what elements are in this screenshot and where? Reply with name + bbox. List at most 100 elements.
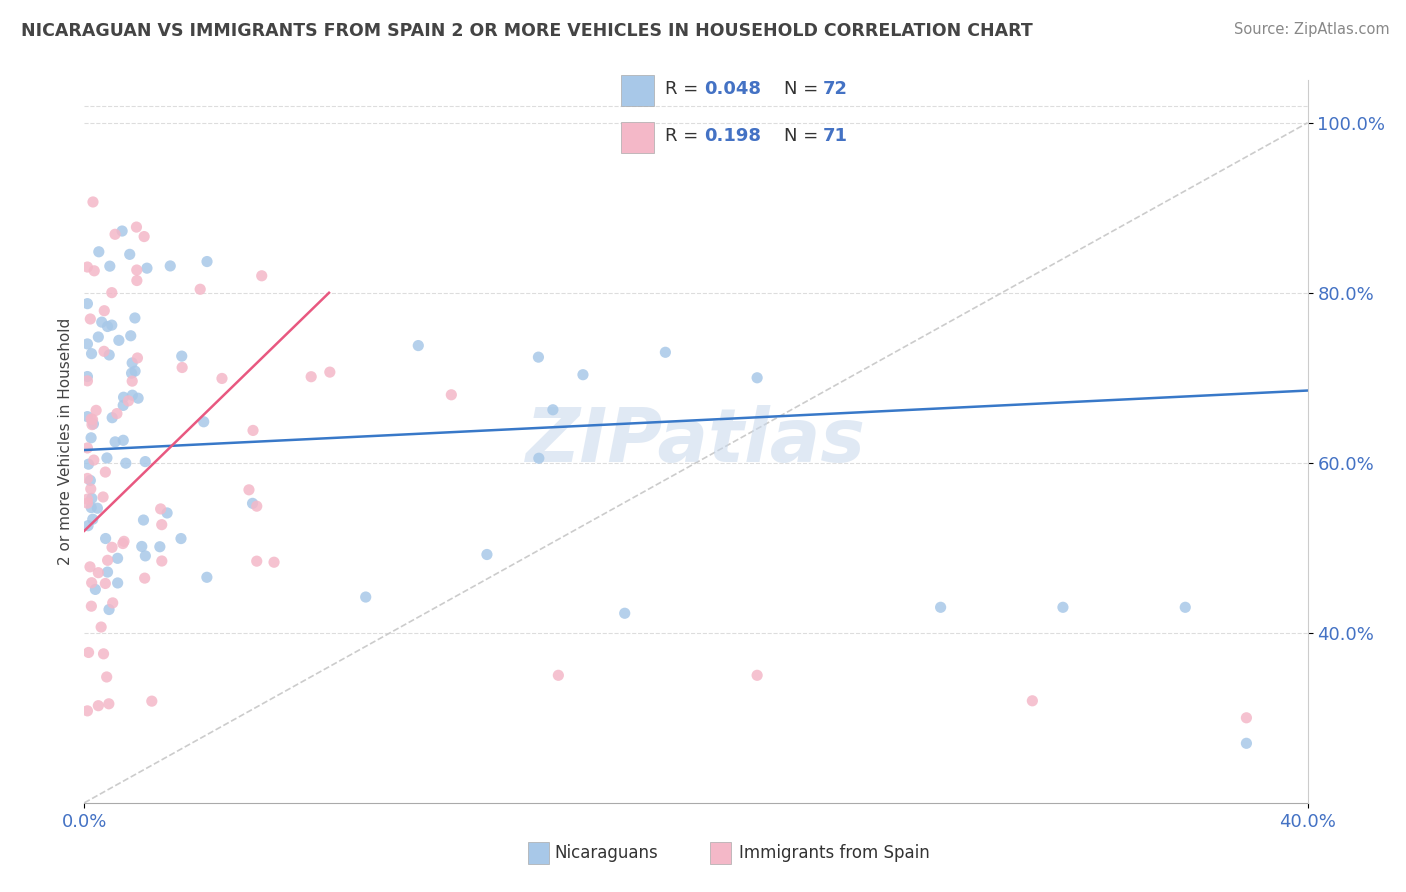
Point (101, 541, 124, 555)
Point (127, 351, 149, 365)
Point (76, 369, 98, 384)
Point (1021, 694, 1043, 708)
Text: R =: R = (665, 128, 697, 145)
Point (104, 434, 127, 449)
Point (541, 402, 564, 417)
Point (96, 565, 118, 579)
Point (1174, 600, 1197, 615)
Point (77, 645, 100, 659)
Point (111, 536, 134, 550)
Point (79, 559, 101, 574)
Point (195, 254, 218, 268)
Point (242, 496, 264, 510)
Point (112, 434, 135, 448)
Bar (620, 122, 654, 153)
Point (613, 607, 636, 621)
Point (527, 451, 550, 466)
Point (170, 349, 193, 363)
Point (76, 409, 98, 424)
Point (97, 553, 120, 567)
Point (104, 227, 127, 242)
Point (93, 647, 115, 661)
Point (121, 356, 143, 370)
Point (98, 259, 121, 273)
Point (112, 534, 135, 549)
Point (121, 366, 143, 380)
Point (118, 247, 141, 261)
Text: 72: 72 (824, 80, 848, 98)
Point (93, 303, 115, 318)
Point (107, 551, 129, 566)
Point (107, 576, 129, 591)
Point (76, 337, 98, 351)
Point (124, 310, 146, 325)
Point (90, 620, 112, 634)
Point (127, 391, 149, 405)
Point (77, 518, 100, 533)
Point (108, 334, 131, 348)
Point (87, 330, 110, 344)
Point (527, 350, 550, 364)
Point (77, 457, 100, 471)
Point (149, 540, 172, 554)
Text: 71: 71 (824, 128, 848, 145)
Point (747, 668, 769, 682)
Bar (710, 842, 731, 863)
Point (91, 490, 114, 504)
Point (80, 482, 103, 496)
Point (97, 697, 120, 711)
Point (134, 454, 156, 468)
Point (76, 704, 98, 718)
Point (112, 390, 135, 404)
Point (172, 360, 194, 375)
Point (150, 517, 173, 532)
Point (80, 346, 103, 360)
Point (195, 570, 218, 584)
Point (80, 431, 103, 445)
Point (1052, 600, 1074, 615)
Point (159, 259, 181, 273)
Point (125, 263, 148, 277)
Point (80, 599, 103, 614)
Point (117, 393, 139, 408)
Text: 0.198: 0.198 (704, 128, 761, 145)
Point (136, 261, 159, 276)
Point (1236, 711, 1258, 725)
Bar (527, 842, 548, 863)
Point (80, 491, 103, 506)
Point (94, 465, 117, 479)
Point (76, 260, 98, 274)
Point (101, 410, 124, 425)
Point (96, 319, 118, 334)
Point (125, 220, 148, 235)
Point (96, 670, 118, 684)
Point (134, 571, 156, 585)
Point (94, 532, 117, 546)
Point (440, 388, 463, 402)
Text: ZIPatlas: ZIPatlas (526, 405, 866, 478)
Point (112, 398, 135, 412)
Point (96, 450, 118, 465)
Point (238, 483, 260, 497)
Point (76, 471, 98, 485)
Point (572, 368, 595, 382)
Point (547, 668, 569, 682)
Point (121, 388, 143, 402)
Point (83, 264, 105, 278)
Point (80, 417, 103, 432)
Point (111, 224, 134, 238)
Point (82, 512, 104, 526)
Point (150, 554, 173, 568)
Point (105, 407, 128, 421)
Point (246, 554, 269, 568)
Point (93, 344, 115, 359)
Point (170, 532, 193, 546)
Text: 0.048: 0.048 (704, 80, 761, 98)
Point (101, 596, 124, 610)
Point (86, 501, 108, 516)
Point (76, 374, 98, 388)
Point (134, 229, 156, 244)
Point (87, 566, 110, 580)
Point (141, 694, 163, 708)
Point (80, 575, 103, 590)
